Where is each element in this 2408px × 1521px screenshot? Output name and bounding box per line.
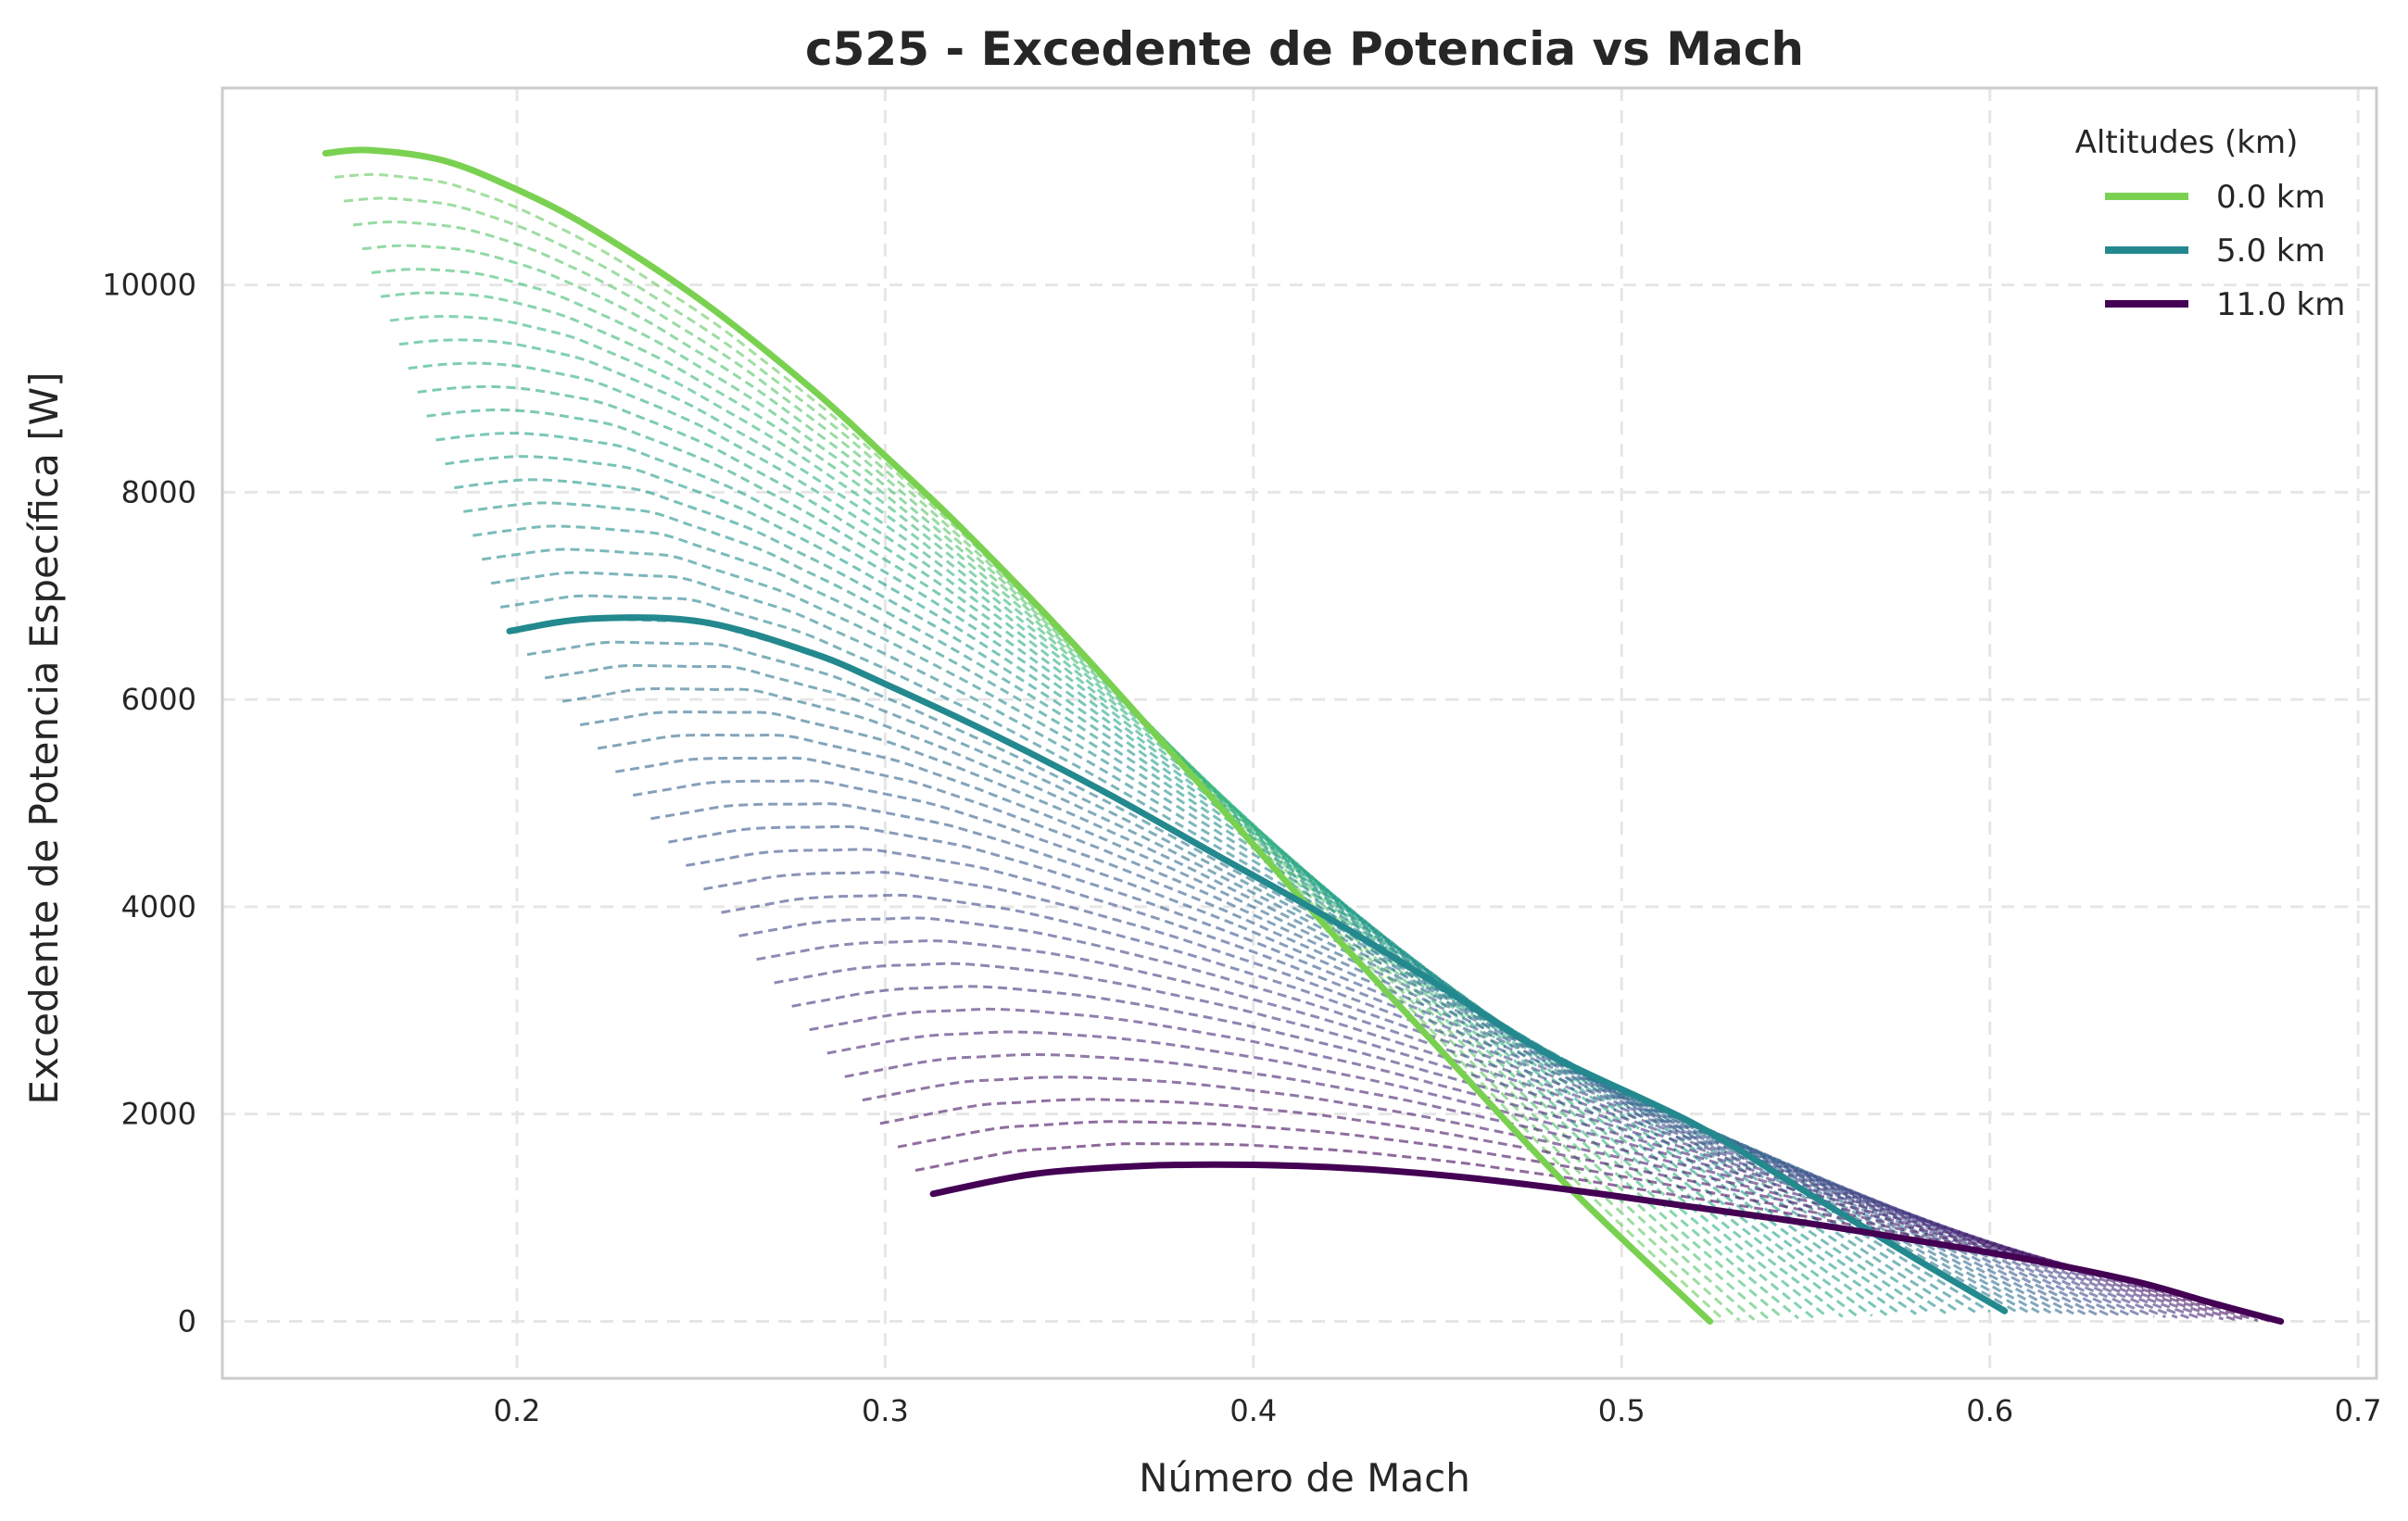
intermediate-altitude-curve xyxy=(544,663,2029,1314)
legend-label-0-km: 0.0 km xyxy=(2216,179,2326,216)
intermediate-altitude-curve xyxy=(435,432,1888,1316)
x-tick-labels: 0.2 0.3 0.4 0.5 0.6 0.7 xyxy=(494,1393,2382,1428)
intermediate-altitude-curve xyxy=(914,1142,2270,1323)
intermediate-altitude-curve xyxy=(844,1053,2225,1321)
series-line-11-0-km xyxy=(929,1161,2285,1325)
legend-label-5-km: 5.0 km xyxy=(2216,233,2326,270)
intermediate-altitude-curve xyxy=(344,196,1741,1322)
intermediate-altitude-curve xyxy=(633,779,2087,1315)
intermediate-altitude-curve xyxy=(361,244,1771,1321)
intermediate-altitude-curve xyxy=(615,756,2074,1315)
intermediate-altitude-curve xyxy=(597,734,2063,1314)
intermediate-altitude-curve xyxy=(380,291,1799,1320)
x-axis-label: Número de Mach xyxy=(1139,1455,1470,1501)
legend-title: Altitudes (km) xyxy=(2075,124,2299,161)
intermediate-altitude-curve xyxy=(561,687,2040,1314)
series-line-5-0-km xyxy=(506,614,2009,1314)
y-tick-label: 2000 xyxy=(121,1097,196,1132)
y-tick-label: 0 xyxy=(178,1303,196,1339)
series-line-0-0-km xyxy=(321,146,1714,1325)
chart-title: c525 - Excedente de Potencia vs Mach xyxy=(805,22,1804,76)
y-tick-label: 8000 xyxy=(121,474,196,509)
intermediate-altitude-curve xyxy=(371,268,1785,1320)
intermediate-altitude-curve xyxy=(490,571,1976,1314)
y-tick-label: 6000 xyxy=(121,682,196,717)
series-lines xyxy=(321,146,2285,1325)
intermediate-altitude-curve xyxy=(579,710,2052,1314)
legend-label-11-km: 11.0 km xyxy=(2216,286,2345,323)
legend: Altitudes (km) 0.0 km 5.0 km 11.0 km xyxy=(2075,124,2346,323)
intermediate-altitude-curve xyxy=(473,524,1947,1314)
y-tick-label: 10000 xyxy=(102,268,196,303)
intermediate-altitude-curve xyxy=(426,408,1873,1317)
intermediate-altitude-curve xyxy=(398,338,1829,1319)
intermediate-altitude-curve xyxy=(897,1120,2259,1322)
intermediate-altitude-curve xyxy=(482,547,1961,1314)
intermediate-altitude-curve xyxy=(738,916,2155,1318)
intermediate-altitude-curves xyxy=(334,172,2270,1323)
plot-frame xyxy=(221,86,2378,1380)
intermediate-altitude-curve xyxy=(408,361,1844,1318)
x-tick-label: 0.2 xyxy=(494,1393,541,1428)
intermediate-altitude-curve xyxy=(879,1098,2247,1322)
x-tick-label: 0.3 xyxy=(862,1393,909,1428)
x-tick-label: 0.6 xyxy=(1966,1393,2013,1428)
intermediate-altitude-curve xyxy=(417,384,1859,1318)
intermediate-altitude-curve xyxy=(862,1075,2236,1322)
intermediate-altitude-curve xyxy=(352,220,1756,1321)
x-tick-label: 0.5 xyxy=(1598,1393,1645,1428)
y-axis-label: Excedente de Potencia Específica [W] xyxy=(21,371,67,1104)
y-tick-label: 4000 xyxy=(121,889,196,924)
y-tick-labels: 0 2000 4000 6000 8000 10000 xyxy=(102,268,196,1339)
x-tick-label: 0.4 xyxy=(1229,1393,1277,1428)
intermediate-altitude-curve xyxy=(389,315,1814,1319)
x-tick-label: 0.7 xyxy=(2335,1393,2382,1428)
